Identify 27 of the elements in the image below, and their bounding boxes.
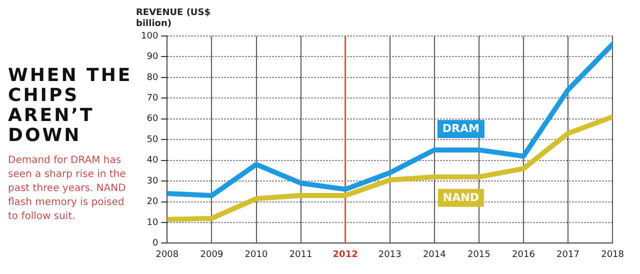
x-tick-label: 2015 bbox=[467, 250, 490, 260]
y-tick-label: 20 bbox=[146, 197, 158, 208]
y-tick-label: 70 bbox=[146, 94, 158, 104]
x-tick-label: 2011 bbox=[289, 250, 312, 260]
x-tick-label: 2017 bbox=[556, 250, 580, 260]
x-tick-label: 2016 bbox=[512, 250, 536, 260]
x-tick-label: 2008 bbox=[156, 250, 179, 260]
text: Demand for DRAM has seen a sharp rise in the past three years. NAND flash memory is poised to follow suit. bbox=[8, 154, 127, 224]
series-label: NAND bbox=[442, 190, 479, 204]
y-tick-label: 10 bbox=[146, 218, 158, 228]
y-tick-label: 100 bbox=[140, 31, 158, 42]
y-tick-label: 30 bbox=[146, 176, 158, 186]
series-label: DRAM bbox=[442, 122, 480, 135]
y-tick-label: 90 bbox=[146, 52, 158, 62]
x-tick-label: 2013 bbox=[378, 250, 402, 260]
y-tick-label: 80 bbox=[146, 72, 158, 83]
x-tick-label: 2009 bbox=[200, 250, 224, 260]
y-tick-label: 40 bbox=[146, 156, 158, 166]
x-tick-label: 2010 bbox=[244, 250, 268, 260]
x-tick-label: 2014 bbox=[422, 250, 446, 260]
x-tick-label: 2018 bbox=[601, 250, 624, 260]
y-tick-label: 0 bbox=[152, 238, 158, 249]
y-axis-title: REVENUE (US$ billion) bbox=[136, 8, 212, 30]
y-tick-label: 50 bbox=[146, 134, 158, 145]
y-tick-label: 60 bbox=[146, 114, 158, 124]
text: WHEN THE CHIPS AREN’T DOWN bbox=[8, 65, 134, 146]
x-tick-label: 2012 bbox=[332, 250, 358, 260]
